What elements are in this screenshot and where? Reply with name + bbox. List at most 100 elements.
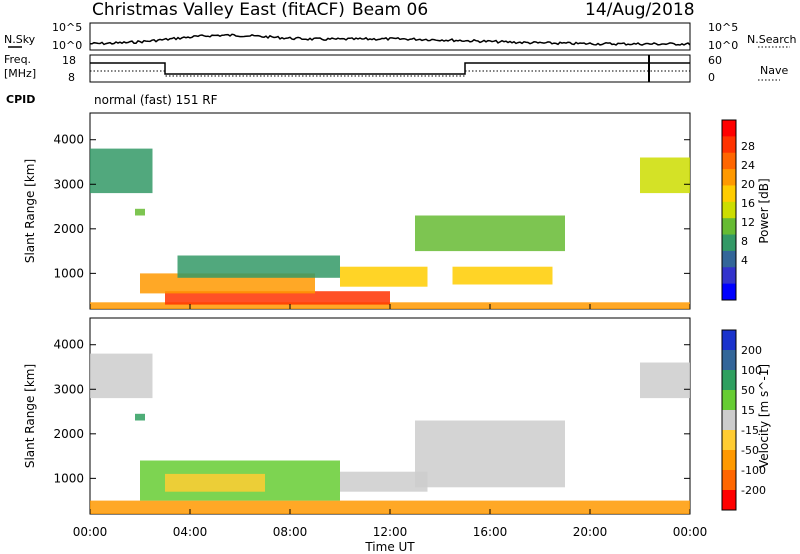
colorbar-tick-label: 16 — [741, 197, 755, 210]
echo-region — [415, 420, 565, 488]
velocity-y-label: Slant Range [km] — [23, 364, 37, 468]
colorbar-tick-label: 8 — [741, 235, 748, 248]
echo-region — [140, 273, 315, 294]
colorbar-tick-label: 100 — [741, 364, 762, 377]
x-tick-label: 12:00 — [373, 525, 408, 539]
power-y-label: Slant Range [km] — [23, 159, 37, 263]
colorbar-cell — [722, 152, 736, 170]
freq-strip-frame — [89, 54, 691, 83]
echo-region — [340, 471, 428, 492]
colorbar-cell — [722, 120, 736, 137]
beam-label: Beam 06 — [352, 0, 428, 20]
echo-region — [135, 413, 145, 421]
x-tick-label: 04:00 — [173, 525, 208, 539]
colorbar-tick-label: 200 — [741, 344, 762, 357]
freq-left-top: 18 — [62, 54, 76, 67]
colorbar-cell — [722, 370, 736, 391]
echo-region — [415, 215, 565, 252]
colorbar-tick-label: 20 — [741, 178, 755, 191]
colorbar-cell — [722, 218, 736, 236]
nave-right-top: 60 — [708, 54, 722, 67]
colorbar-cell — [722, 201, 736, 219]
cpid-value: normal (fast) 151 RF — [94, 93, 218, 107]
colorbar-cell — [722, 470, 736, 491]
echo-region — [165, 473, 265, 492]
nsky-left-top: 10^5 — [52, 21, 82, 34]
colorbar-cell — [722, 136, 736, 154]
x-tick-label: 00:00 — [673, 525, 708, 539]
colorbar-tick-label: -50 — [741, 444, 759, 457]
echo-region — [165, 291, 390, 305]
colorbar-cell — [722, 185, 736, 203]
freq-series-line — [90, 62, 690, 75]
echo-region — [340, 266, 428, 287]
x-tick-label: 16:00 — [473, 525, 508, 539]
echo-region — [640, 157, 690, 194]
y-tick-label: 1000 — [53, 266, 84, 280]
nsky-label: N.Sky — [4, 33, 36, 46]
station-title: Christmas Valley East (fitACF) — [92, 0, 345, 20]
nave-right-bottom: 0 — [708, 71, 715, 84]
y-tick-label: 4000 — [53, 338, 84, 352]
x-tick-label: 20:00 — [573, 525, 608, 539]
colorbar-tick-label: -15 — [741, 424, 759, 437]
freq-label: Freq. — [4, 53, 31, 66]
x-tick-label: 08:00 — [273, 525, 308, 539]
echo-region — [135, 208, 145, 216]
velocity-colorbar-label: Velocity [m s^-1] — [757, 364, 771, 468]
colorbar-cell — [722, 450, 736, 471]
y-tick-label: 3000 — [53, 177, 84, 191]
colorbar-frame — [721, 329, 737, 511]
colorbar-cell — [722, 234, 736, 252]
colorbar-cell — [722, 283, 736, 301]
nsky-right-bottom: 10^0 — [708, 39, 738, 52]
colorbar-tick-label: 50 — [741, 384, 755, 397]
colorbar-cell — [722, 430, 736, 451]
freq-left-bottom: 8 — [68, 71, 75, 84]
y-tick-label: 3000 — [53, 382, 84, 396]
echo-region — [90, 500, 690, 514]
colorbar-tick-label: -100 — [741, 464, 766, 477]
nsky-series-line — [89, 33, 691, 46]
colorbar-cell — [722, 169, 736, 186]
nsky-right-top: 10^5 — [708, 21, 738, 34]
velocity-data-layer — [90, 353, 690, 514]
y-tick-label: 2000 — [53, 222, 84, 236]
power-y-ticks: 1000 2000 3000 4000 — [53, 133, 690, 280]
power-colorbar-label: Power [dB] — [757, 178, 771, 243]
echo-region — [177, 255, 340, 278]
y-tick-label: 4000 — [53, 133, 84, 147]
y-tick-label: 1000 — [53, 471, 84, 485]
colorbar-tick-label: 15 — [741, 404, 755, 417]
velocity-y-ticks: 1000 2000 3000 4000 — [53, 338, 690, 485]
colorbar-cell — [722, 250, 736, 268]
velocity-panel: 1000 2000 3000 4000 Slant Range [km] — [23, 317, 691, 515]
power-panel: 1000 2000 3000 4000 Slant Range [km] — [23, 112, 691, 310]
colorbar-frame — [721, 119, 737, 301]
power-colorbar: 28 24 20 16 12 8 4 — [721, 119, 755, 301]
y-tick-label: 2000 — [53, 427, 84, 441]
freq-unit-label: [MHz] — [4, 67, 36, 80]
nsky-left-bottom: 10^0 — [52, 39, 82, 52]
colorbar-cell — [722, 390, 736, 411]
nsearch-label: N.Search — [747, 33, 797, 46]
colorbar-tick-label: 24 — [741, 159, 755, 172]
colorbar-cell — [722, 350, 736, 371]
colorbar-cell — [722, 267, 736, 285]
colorbar-cell — [722, 410, 736, 431]
echo-region — [90, 353, 153, 399]
x-axis-ticks: 00:00 04:00 08:00 12:00 16:00 20:00 00:00 — [73, 304, 708, 539]
date-label: 14/Aug/2018 — [585, 0, 695, 20]
cpid-label: CPID — [6, 93, 35, 106]
x-axis-label: Time UT — [364, 540, 415, 554]
echo-region — [90, 148, 153, 194]
colorbar-tick-label: -200 — [741, 484, 766, 497]
colorbar-tick-label: 12 — [741, 216, 755, 229]
colorbar-tick-label: 4 — [741, 254, 748, 267]
power-data-layer — [90, 148, 690, 309]
nave-label: Nave — [760, 64, 788, 77]
colorbar-cell — [722, 330, 736, 351]
velocity-colorbar: 200 100 50 15 -15 -50 -100 -200 — [721, 329, 766, 511]
echo-region — [452, 266, 553, 285]
